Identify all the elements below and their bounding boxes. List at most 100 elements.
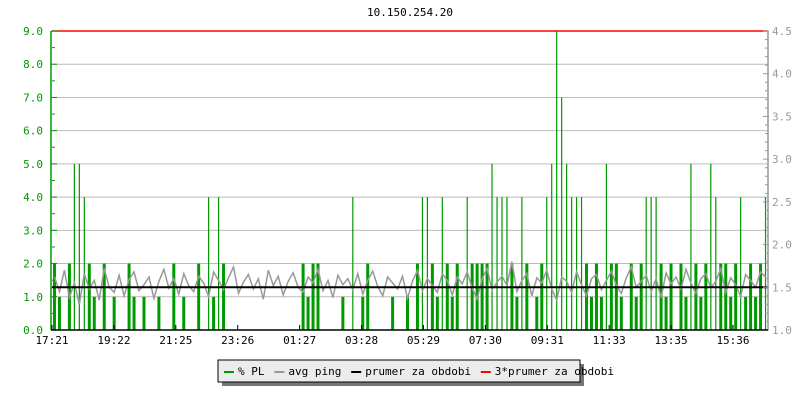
x-tick-label: 17:21 [35,334,68,347]
pl-bar [690,163,692,330]
x-tick-label: 19:22 [97,334,130,347]
pl-bar [366,263,370,330]
x-tick-label: 15:36 [716,334,749,347]
pl-bar [744,296,748,330]
pl-bar [546,197,548,330]
x-tick-label: 07:30 [469,334,502,347]
pl-bar [566,163,568,330]
pl-bar [341,296,345,330]
x-tick-label: 03:28 [345,334,378,347]
pl-bar [406,296,410,330]
pl-bar [599,296,603,330]
pl-bar [575,197,578,330]
pl-bar [684,296,688,330]
pl-bar [415,263,419,330]
right-tick-label: 1.5 [772,281,792,294]
legend-item: % PL [238,365,265,378]
pl-bar [679,263,683,330]
pl-bar [589,296,593,330]
pl-bars [52,31,767,330]
x-tick-label: 13:35 [655,334,688,347]
pl-bar [535,296,539,330]
right-tick-label: 3.0 [772,153,792,166]
pl-bar [450,296,454,330]
pl-bar [525,263,529,330]
left-tick-label: 5.0 [23,158,43,171]
pl-bar [645,197,647,330]
pl-bar [580,197,583,330]
pl-bar [485,263,489,330]
pl-bar [729,296,733,330]
right-tick-label: 3.5 [772,110,792,123]
left-tick-label: 1.0 [23,291,43,304]
pl-bar [455,263,459,330]
pl-bar [506,197,508,330]
pl-bar [78,163,80,330]
left-tick-label: 4.0 [23,191,43,204]
left-tick-label: 0.0 [23,324,43,337]
left-tick-label: 6.0 [23,125,43,138]
pl-bar [655,197,657,330]
pl-bar [609,263,613,330]
pl-bar [664,296,668,330]
pl-bar [73,163,75,330]
pl-bar [92,296,96,330]
x-tick-label: 05:29 [407,334,440,347]
pl-bar [719,263,723,330]
pl-bar [715,197,717,330]
legend-item: 3*prumer za obdobi [495,365,614,378]
pl-bar [112,296,116,330]
pl-bar [301,263,305,330]
pl-bar [441,197,443,330]
x-tick-label: 11:33 [593,334,626,347]
legend: % PL avg ping prumer za obdobi 3*prumer za … [217,359,614,386]
pl-bar [391,296,395,330]
pl-bar [316,263,320,330]
pl-bar [556,31,558,330]
pl-bar [102,263,106,330]
pl-bar [421,197,424,330]
right-tick-label: 1.0 [772,324,792,337]
pl-bar [551,163,553,330]
pl-bar [734,263,738,330]
pl-bar [501,197,503,330]
pl-bar [639,263,643,330]
pl-bar [480,263,484,330]
pl-bar [724,263,728,330]
pl-bar [496,197,498,330]
pl-bar [605,163,608,330]
pl-bar [619,296,623,330]
pl-bar [749,263,753,330]
pl-bar [306,296,310,330]
pl-bar [710,163,712,330]
right-tick-label: 2.5 [772,196,792,209]
pl-bar [311,263,315,330]
pl-bar [157,296,161,330]
pl-bar [426,197,429,330]
right-tick-label: 4.0 [772,68,792,81]
pl-bar [669,263,673,330]
pl-bar [740,197,742,330]
x-tick-label: 21:25 [159,334,192,347]
pl-bar [694,263,698,330]
pl-bar [629,263,633,330]
left-tick-label: 2.0 [23,258,43,271]
left-tick-label: 3.0 [23,224,43,237]
pl-bar [510,263,514,330]
avg-ping-line [53,261,767,305]
pl-bar [594,263,598,330]
pl-bar [352,197,354,330]
pl-bar [515,296,519,330]
x-tick-label: 23:26 [221,334,254,347]
pl-bar [182,296,186,330]
pl-bar [217,197,220,330]
axes: 0.0 1.0 2.0 3.0 4.0 5.0 6.0 7.0 8.0 9.0 1.0 1.5 2.0 2… [23,25,792,347]
left-tick-label: 8.0 [23,58,43,71]
pl-bar [142,296,146,330]
left-tick-label: 7.0 [23,91,43,104]
pl-bar [430,263,434,330]
pl-bar [540,263,544,330]
pl-bar [764,197,767,330]
pl-bar [470,263,474,330]
